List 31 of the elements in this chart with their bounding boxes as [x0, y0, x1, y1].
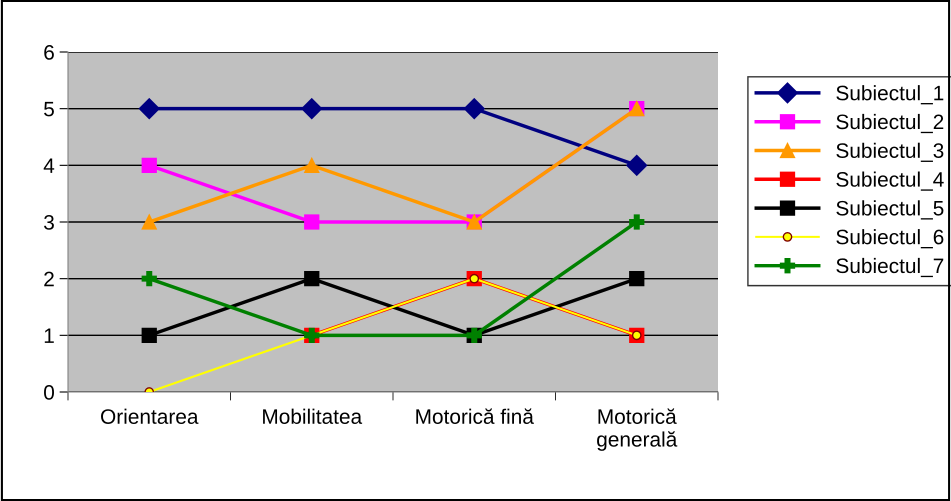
point [464, 98, 485, 120]
y-tick-label: 1 [44, 328, 54, 343]
legend-label: Subiectul_7 [836, 258, 944, 278]
point [138, 98, 160, 120]
legend-label: Subiectul_6 [836, 229, 944, 248]
point [304, 271, 320, 286]
point [626, 154, 648, 176]
point [629, 214, 644, 230]
legend-label: Subiectul_4 [836, 171, 944, 191]
point [142, 214, 157, 230]
point [629, 271, 644, 286]
x-tick-label: Motorică generală [597, 408, 678, 451]
legend-label: Subiectul_5 [836, 200, 944, 220]
legend-label: Subiectul_3 [836, 142, 944, 162]
x-tick-label: Mobilitatea [263, 408, 362, 424]
legend-label: Subiectul_2 [836, 114, 944, 134]
point [142, 328, 157, 343]
y-tick-label: 2 [44, 272, 54, 286]
y-tick-label: 0 [44, 385, 54, 400]
y-tick-label: 5 [44, 102, 54, 116]
point [304, 214, 320, 230]
x-tick-label: Motorică fină [416, 408, 534, 424]
point [304, 158, 320, 173]
y-tick-label: 3 [44, 215, 54, 230]
y-tick-label: 4 [44, 158, 54, 173]
point [142, 158, 157, 173]
point [142, 271, 157, 286]
point [301, 98, 322, 120]
legend-label: Subiectul_1 [836, 85, 944, 104]
x-tick-label: Orientarea [101, 408, 198, 424]
y-tick-label: 6 [44, 45, 54, 60]
